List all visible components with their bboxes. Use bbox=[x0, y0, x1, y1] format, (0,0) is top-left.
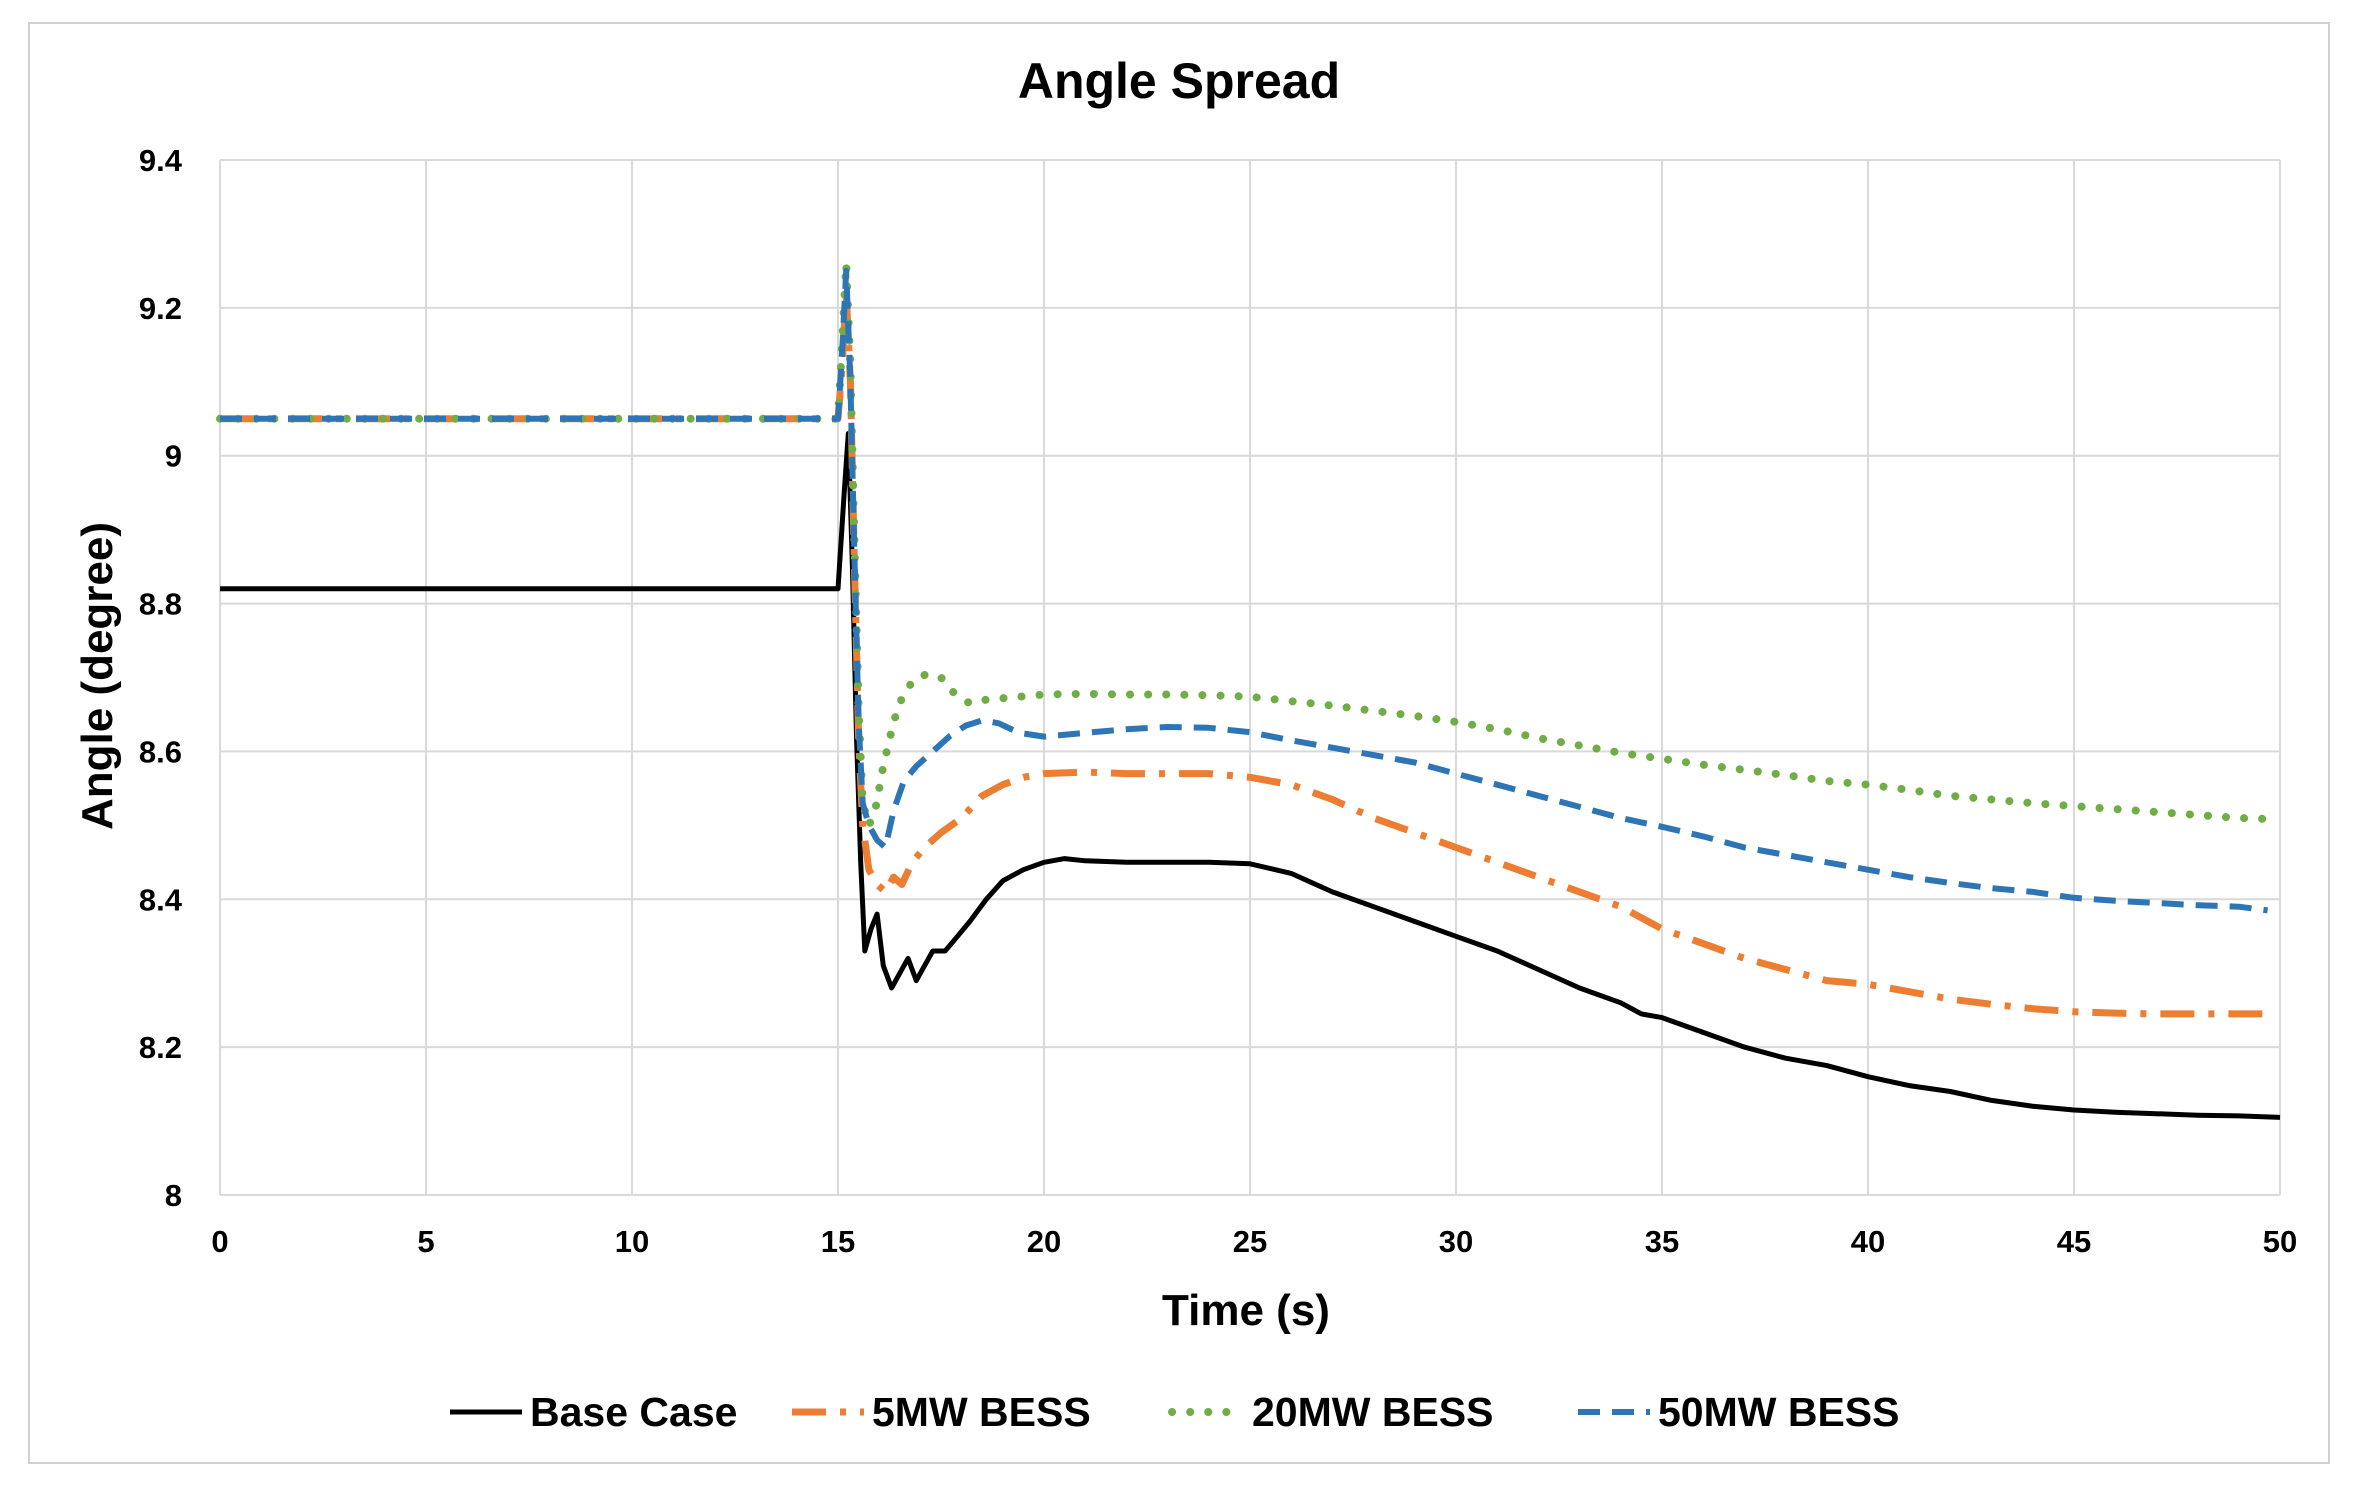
x-tick-label: 10 bbox=[615, 1224, 649, 1259]
legend-label: 50MW BESS bbox=[1658, 1389, 1900, 1435]
y-axis-label: Angle (degree) bbox=[73, 522, 122, 830]
y-tick-label: 9 bbox=[165, 439, 182, 474]
y-tick-label: 9.4 bbox=[139, 143, 183, 178]
chart-frame bbox=[28, 22, 2330, 1464]
x-tick-label: 40 bbox=[1851, 1224, 1885, 1259]
x-tick-label: 25 bbox=[1233, 1224, 1267, 1259]
x-axis-ticks: 0 5 10 15 20 25 30 35 40 45 50 bbox=[211, 1224, 2297, 1259]
x-tick-label: 30 bbox=[1439, 1224, 1473, 1259]
y-axis-ticks: 8 8.2 8.4 8.6 8.8 9 9.2 9.4 bbox=[139, 143, 183, 1213]
y-tick-label: 9.2 bbox=[139, 291, 182, 326]
y-tick-label: 8.4 bbox=[139, 882, 183, 917]
x-tick-label: 20 bbox=[1027, 1224, 1061, 1259]
y-tick-label: 8.8 bbox=[139, 587, 182, 622]
chart-title: Angle Spread bbox=[1018, 53, 1340, 109]
series-line-50mw-bess bbox=[220, 267, 2268, 914]
legend-label: Base Case bbox=[530, 1389, 737, 1435]
x-tick-label: 45 bbox=[2057, 1224, 2091, 1259]
legend: Base Case 5MW BESS 20MW BESS 50MW BESS bbox=[450, 1389, 1900, 1435]
y-tick-label: 8.6 bbox=[139, 734, 182, 769]
series-lines bbox=[216, 259, 2284, 1120]
x-tick-label: 5 bbox=[417, 1224, 434, 1259]
y-tick-label: 8 bbox=[165, 1178, 182, 1213]
x-tick-label: 15 bbox=[821, 1224, 855, 1259]
x-tick-label: 35 bbox=[1645, 1224, 1679, 1259]
x-axis-label: Time (s) bbox=[1162, 1286, 1330, 1335]
series-line-base-case bbox=[220, 431, 2281, 1120]
gridlines bbox=[219, 159, 2281, 1196]
legend-label: 5MW BESS bbox=[872, 1389, 1091, 1435]
y-tick-label: 8.2 bbox=[139, 1030, 182, 1065]
series-line-20mw-bess bbox=[216, 259, 2284, 830]
legend-label: 20MW BESS bbox=[1252, 1389, 1494, 1435]
series-line-5mw-bess bbox=[220, 289, 2268, 1018]
x-tick-label: 50 bbox=[2263, 1224, 2297, 1259]
x-tick-label: 0 bbox=[211, 1224, 228, 1259]
